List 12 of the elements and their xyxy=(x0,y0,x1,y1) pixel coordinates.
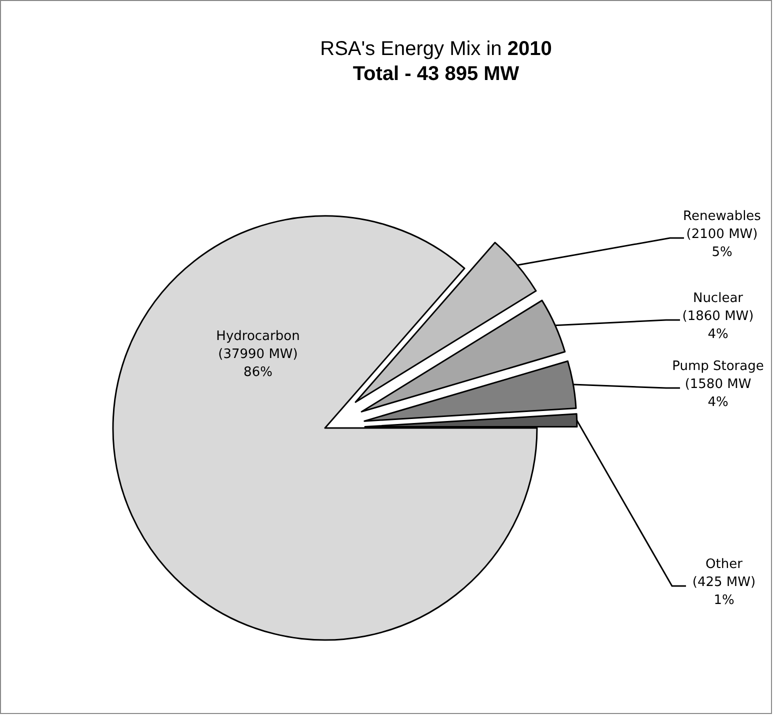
slice-label: Hydrocarbon xyxy=(216,329,300,344)
data-label: (2100 MW) 5% xyxy=(686,227,758,260)
chart-title: RSA's Energy Mix in 2010 xyxy=(320,38,552,60)
slice-label: Pump Storage xyxy=(672,359,764,374)
slice-label: Renewables xyxy=(683,209,762,224)
data-label: (425 MW) 1% xyxy=(692,575,756,608)
slice-label: Other xyxy=(706,557,744,572)
data-label: (1580 MW 4% xyxy=(684,377,752,410)
chart-subtitle: Total - 43 895 MW xyxy=(352,63,520,85)
slice-label: Nuclear xyxy=(692,291,744,306)
data-label: (1860 MW) 4% xyxy=(682,309,754,342)
data-label: (37990 MW) 86% xyxy=(218,347,298,380)
